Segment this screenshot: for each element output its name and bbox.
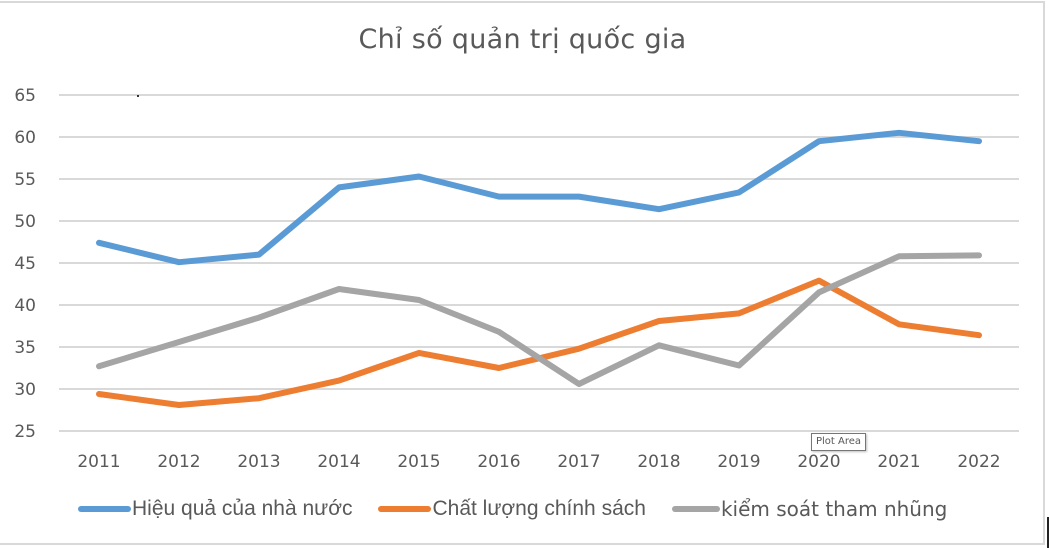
x-tick-label: 2018 <box>637 452 680 472</box>
y-tick-label: 25 <box>14 422 36 442</box>
legend[interactable]: Hiệu quả của nhà nước Chất lượng chính s… <box>78 494 973 524</box>
y-tick-label: 50 <box>14 212 36 232</box>
y-tick-label: 65 <box>14 86 36 106</box>
series-line-2[interactable] <box>96 252 982 387</box>
y-tick-label: 45 <box>14 254 36 274</box>
x-tick-label: 2011 <box>77 452 120 472</box>
window-edge <box>1047 517 1049 548</box>
y-tick-label: 30 <box>14 380 36 400</box>
legend-label: kiểm soát tham nhũng <box>720 497 948 521</box>
x-tick-label: 2021 <box>877 452 920 472</box>
x-tick-label: 2020 <box>797 452 840 472</box>
y-tick-label: 60 <box>14 128 36 148</box>
x-tick-label: 2013 <box>237 452 280 472</box>
y-tick-label: 40 <box>14 296 36 316</box>
x-tick-label: 2016 <box>477 452 520 472</box>
series-line-1[interactable] <box>96 277 982 408</box>
chart-title[interactable]: Chỉ số quản trị quốc gia <box>358 24 687 55</box>
x-tick-label: 2014 <box>317 452 360 472</box>
y-tick-label: 55 <box>14 170 36 190</box>
legend-item-chat-luong[interactable]: Chất lượng chính sách <box>378 497 646 521</box>
legend-swatch-gray-icon <box>671 506 720 512</box>
series-line-0[interactable] <box>96 129 982 266</box>
x-axis[interactable]: 2011 2012 2013 2014 2015 2016 2017 2018 2019 2020… <box>77 452 1000 472</box>
legend-swatch-orange-icon <box>378 506 432 512</box>
stray-dot <box>137 95 139 97</box>
series-lines[interactable] <box>96 129 982 408</box>
plot-area-tooltip: Plot Area <box>811 433 867 451</box>
x-tick-label: 2012 <box>157 452 200 472</box>
legend-item-hieu-qua[interactable]: Hiệu quả của nhà nước <box>78 497 352 521</box>
x-tick-label: 2019 <box>717 452 760 472</box>
y-axis[interactable]: 65 60 55 50 45 40 35 30 25 <box>14 86 36 442</box>
legend-label: Hiệu quả của nhà nước <box>132 497 353 520</box>
y-tick-label: 35 <box>14 338 36 358</box>
legend-label: Chất lượng chính sách <box>432 497 646 520</box>
x-tick-label: 2015 <box>397 452 440 472</box>
gridlines <box>59 94 1019 432</box>
legend-item-kiem-soat[interactable]: kiểm soát tham nhũng <box>671 497 948 521</box>
x-tick-label: 2022 <box>957 452 1000 472</box>
legend-swatch-blue-icon <box>78 506 131 512</box>
x-tick-label: 2017 <box>557 452 600 472</box>
